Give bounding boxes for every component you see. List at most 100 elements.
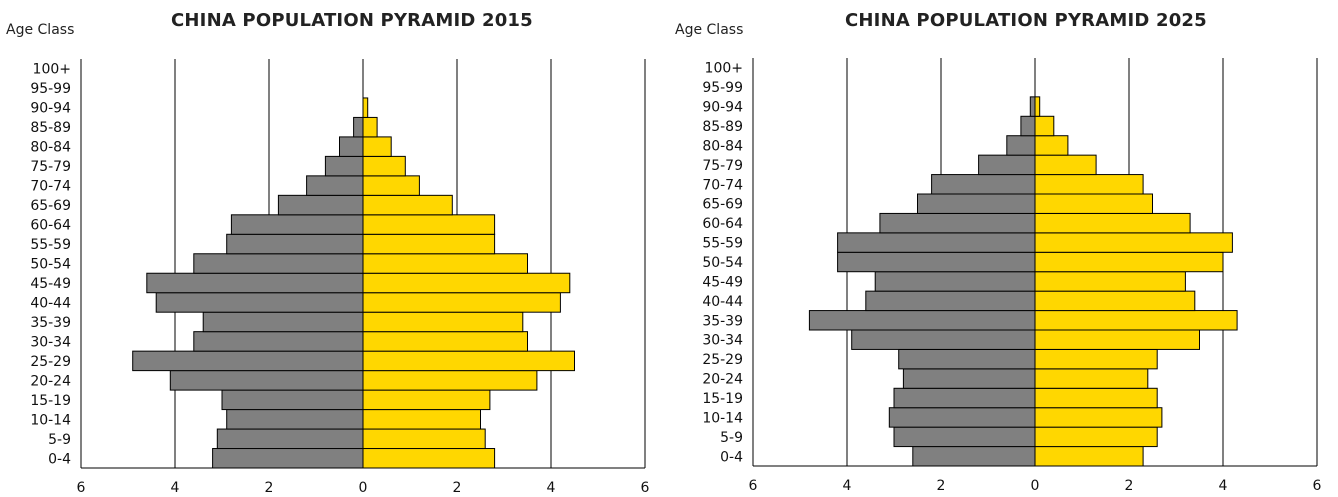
left-bar-80-84 xyxy=(339,136,364,157)
right-bar-40-44 xyxy=(1034,290,1196,312)
left-bar-80-84 xyxy=(1006,135,1036,156)
right-bar-70-74 xyxy=(1034,174,1144,195)
chart-title: CHINA POPULATION PYRAMID 2015 xyxy=(171,10,533,31)
category-label: 45-49 xyxy=(702,274,743,290)
x-tick-label: 4 xyxy=(843,478,852,494)
right-bar-55-59 xyxy=(362,233,496,255)
right-bar-10-14 xyxy=(1034,407,1163,428)
category-label: 65-69 xyxy=(702,197,743,213)
right-bar-25-29 xyxy=(1034,348,1158,370)
category-label: 90-94 xyxy=(30,101,71,117)
right-bar-85-89 xyxy=(362,116,378,138)
right-bar-20-24 xyxy=(362,370,538,391)
left-bar-15-19 xyxy=(893,387,1036,409)
category-label: 25-29 xyxy=(30,354,71,370)
right-bar-40-44 xyxy=(362,292,561,313)
category-label: 25-29 xyxy=(702,352,743,368)
right-bar-35-39 xyxy=(1034,310,1238,331)
right-bar-50-54 xyxy=(362,253,528,274)
x-tick-label: 2 xyxy=(937,478,946,494)
category-label: 20-24 xyxy=(702,372,743,388)
left-bar-90-94 xyxy=(1029,96,1036,117)
category-label: 65-69 xyxy=(30,198,71,214)
left-bar-10-14 xyxy=(888,407,1036,428)
left-bar-0-4 xyxy=(212,448,364,469)
right-bar-75-79 xyxy=(362,155,406,177)
left-bar-20-24 xyxy=(902,368,1036,389)
right-bar-55-59 xyxy=(1034,232,1233,253)
x-tick-label: 0 xyxy=(359,480,368,496)
left-bar-40-44 xyxy=(865,290,1036,312)
left-bar-30-34 xyxy=(851,329,1036,350)
left-bar-50-54 xyxy=(193,253,364,274)
chart-title: CHINA POPULATION PYRAMID 2025 xyxy=(845,10,1207,31)
left-bar-65-69 xyxy=(277,194,364,216)
category-label: 40-44 xyxy=(30,295,71,311)
right-bar-35-39 xyxy=(362,311,524,333)
left-bar-60-64 xyxy=(879,212,1036,234)
category-label: 95-99 xyxy=(30,81,71,97)
left-bar-15-19 xyxy=(221,389,364,411)
category-label: 75-79 xyxy=(702,158,743,174)
left-bar-75-79 xyxy=(978,154,1036,176)
right-bar-80-84 xyxy=(362,136,392,157)
category-label: 10-14 xyxy=(702,410,743,426)
left-bar-85-89 xyxy=(353,116,364,138)
left-bar-40-44 xyxy=(155,292,364,313)
category-label: 55-59 xyxy=(702,236,743,252)
y-axis-label: Age Class xyxy=(675,22,744,38)
right-bar-80-84 xyxy=(1034,135,1069,156)
left-bar-85-89 xyxy=(1020,115,1036,137)
right-bar-45-49 xyxy=(362,272,571,294)
right-bar-30-34 xyxy=(1034,329,1200,350)
right-bar-90-94 xyxy=(362,97,369,118)
category-label: 5-9 xyxy=(720,430,743,446)
right-bar-0-4 xyxy=(362,448,496,469)
right-bar-10-14 xyxy=(362,409,481,430)
x-tick-label: 2 xyxy=(453,480,462,496)
category-label: 100+ xyxy=(33,62,71,78)
category-label: 80-84 xyxy=(702,138,743,154)
right-bar-75-79 xyxy=(1034,154,1097,176)
category-label: 45-49 xyxy=(30,276,71,292)
x-tick-label: 4 xyxy=(1219,478,1228,494)
category-label: 35-39 xyxy=(702,313,743,329)
category-label: 60-64 xyxy=(702,216,743,232)
category-label: 20-24 xyxy=(30,373,71,389)
left-bar-5-9 xyxy=(893,426,1036,448)
category-label: 30-34 xyxy=(30,334,71,350)
category-label: 0-4 xyxy=(48,451,71,467)
left-bar-0-4 xyxy=(912,446,1036,467)
left-bar-35-39 xyxy=(202,311,364,333)
left-bar-45-49 xyxy=(146,272,364,294)
category-label: 75-79 xyxy=(30,159,71,175)
left-bar-75-79 xyxy=(324,155,364,177)
category-label: 5-9 xyxy=(48,432,71,448)
right-bar-15-19 xyxy=(362,389,491,411)
left-bar-45-49 xyxy=(874,271,1036,292)
x-tick-label: 6 xyxy=(641,480,650,496)
chart-plot-area: 0-4 5-9 10-14 15-19 20-24 25-29 30-34 35-39 40-4… xyxy=(702,58,1322,494)
x-tick-label: 2 xyxy=(1125,478,1134,494)
left-bar-60-64 xyxy=(230,214,364,235)
category-label: 10-14 xyxy=(30,412,71,428)
category-label: 90-94 xyxy=(702,100,743,116)
category-label: 15-19 xyxy=(702,391,743,407)
x-tick-label: 6 xyxy=(1313,478,1322,494)
category-label: 50-54 xyxy=(30,257,71,273)
pyramid-chart-2025: CHINA POPULATION PYRAMID 2025 Age Class … xyxy=(669,0,1338,497)
left-bar-20-24 xyxy=(169,370,364,391)
left-bar-10-14 xyxy=(226,409,364,430)
left-bar-35-39 xyxy=(808,310,1036,331)
right-bar-5-9 xyxy=(362,428,486,450)
category-label: 40-44 xyxy=(702,294,743,310)
category-label: 60-64 xyxy=(30,218,71,234)
x-tick-label: 0 xyxy=(1031,478,1040,494)
left-bar-25-29 xyxy=(132,350,364,372)
left-bar-25-29 xyxy=(898,348,1036,370)
right-bar-70-74 xyxy=(362,175,420,196)
category-label: 80-84 xyxy=(30,140,71,156)
category-label: 55-59 xyxy=(30,237,71,253)
right-bar-20-24 xyxy=(1034,368,1149,389)
right-bar-65-69 xyxy=(362,194,453,216)
